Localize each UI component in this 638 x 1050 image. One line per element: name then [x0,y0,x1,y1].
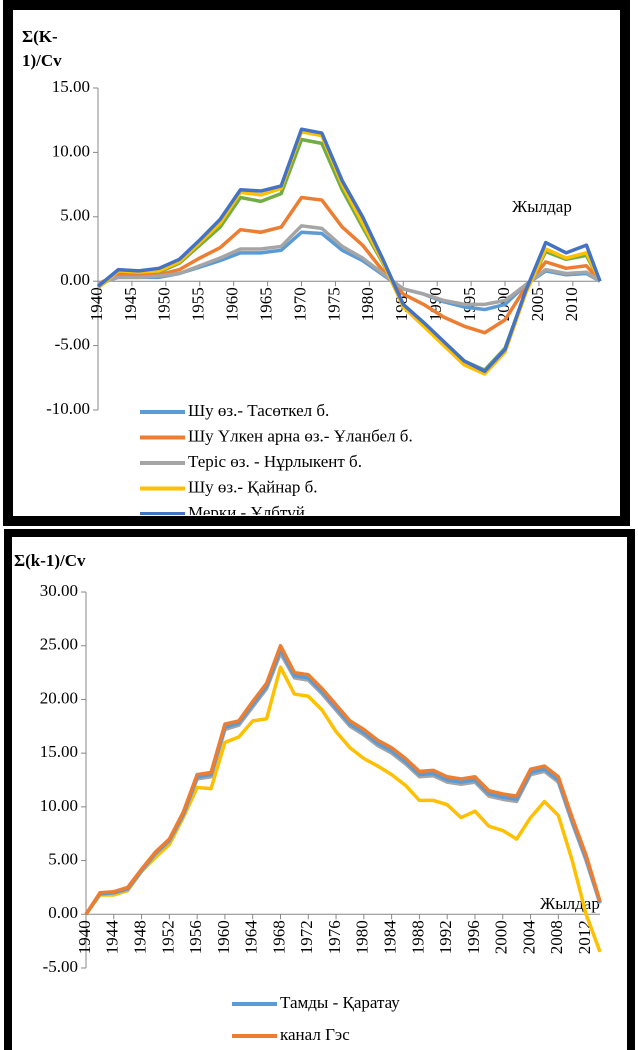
y-tick-label: -10.00 [46,399,90,418]
x-tick-label: 1960 [214,920,233,954]
series-line [96,127,602,374]
x-tick-label: 2008 [547,920,566,954]
x-tick-label: 1968 [269,920,288,954]
frame [3,0,630,526]
y-tick-label: 20.00 [40,688,78,707]
x-tick-label: 1980 [353,920,372,954]
legend-label: Шу өз.- Тасөткел б. [188,401,329,420]
x-tick-label: 1945 [121,287,140,321]
x-axis-label: Жылдар [540,894,600,913]
y-tick-label: 10.00 [40,796,78,815]
y-tick-label: 5.00 [60,206,90,225]
y-tick-label: 0.00 [48,903,78,922]
x-tick-label: 2004 [519,920,538,955]
x-tick-label: 1975 [324,287,343,321]
x-tick-label: 1984 [381,920,400,955]
x-tick-label: 1940 [75,920,94,954]
x-tick-label: 1970 [290,287,309,321]
x-tick-label: 2005 [528,287,547,321]
x-tick-label: 1955 [189,287,208,321]
y-tick-label: 25.00 [40,635,78,654]
x-tick-label: 1972 [297,920,316,954]
series-line [84,643,602,916]
series-line [97,195,602,335]
x-tick-label: 1996 [464,920,483,954]
chart-bottom: Σ(k-1)/Cv Жылдар -5.00 0.00 5.00 10.00 15.00 20… [14,551,602,1044]
x-tick-label: 2012 [575,920,594,954]
y-axis-label: Σ(k-1)/Cv [14,551,86,570]
legend-label: Шу өз.- Қайнар б. [188,477,318,496]
y-tick-label: 15.00 [52,77,90,96]
x-tick-label: 1952 [158,920,177,954]
x-tick-label: 1948 [130,920,149,954]
y-tick-label: -5.00 [55,335,90,354]
legend-label: Теріс өз. - Нұрлыкент б. [188,452,362,471]
y-tick-label: 15.00 [40,742,78,761]
x-tick-label: 1956 [186,920,205,954]
y-tick-label: 0.00 [60,270,90,289]
legend-label: Шу Үлкен арна өз.- Ұланбел б. [188,426,413,445]
chart-top: Σ(K- 1)/Cv Жылдар -10.00 -5.00 0.00 5.00 10.00 1… [22,27,602,522]
legend-label: Мерки - Ұлбтұй [188,503,305,522]
y-axis-label: Σ(K- [22,27,58,46]
x-tick-label: 1964 [242,920,261,955]
y-tick-label: 10.00 [52,141,90,160]
series-line [84,665,602,953]
legend-label: Тамды - Қаратау [280,993,400,1012]
series-line [97,224,601,307]
legend-label: канал Гэс [280,1025,350,1044]
x-tick-label: 1940 [87,287,106,321]
y-tick-label: 5.00 [48,849,78,868]
x-tick-label: 1980 [358,287,377,321]
x-tick-label: 2000 [492,920,511,954]
x-tick-label: 1988 [408,920,427,954]
x-tick-label: 1960 [223,287,242,321]
x-axis-label: Жылдар [512,197,572,216]
y-tick-label: 30.00 [40,581,78,600]
x-tick-label: 1944 [103,920,122,955]
y-axis-label: 1)/Cv [22,51,62,70]
frame [4,529,635,1050]
x-tick-label: 1992 [436,920,455,954]
x-tick-label: 1950 [155,287,174,321]
x-tick-label: 2010 [562,287,581,321]
y-tick-label: -5.00 [43,957,78,976]
x-tick-label: 1976 [325,920,344,954]
x-tick-label: 1965 [257,287,276,321]
